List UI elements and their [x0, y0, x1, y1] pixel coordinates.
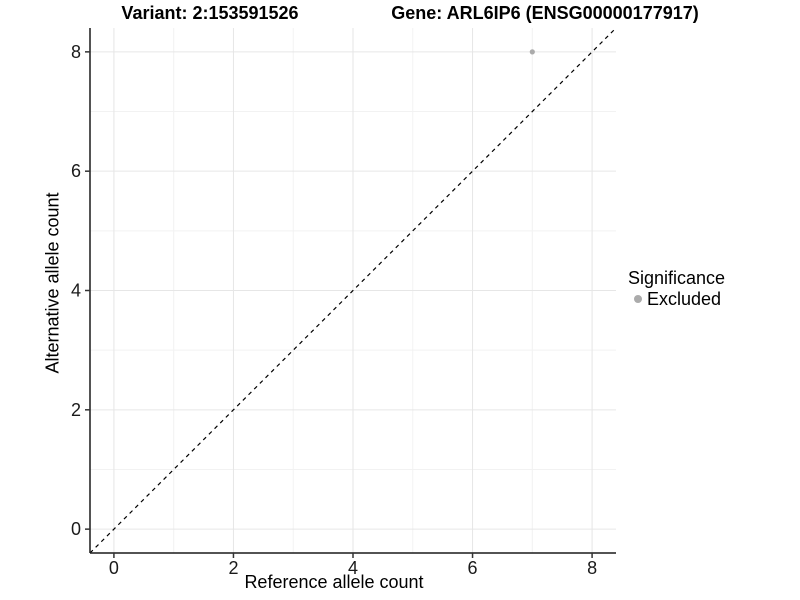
plot-title-gene: Gene: ARL6IP6 (ENSG00000177917) [391, 3, 699, 23]
y-axis-title: Alternative allele count [42, 192, 63, 374]
identity-line [89, 27, 617, 554]
y-tick-label: 0 [71, 519, 81, 539]
x-axis-title: Reference allele count [244, 572, 424, 592]
y-tick-label: 8 [71, 42, 81, 62]
x-tick-label: 2 [228, 558, 238, 578]
x-tick-label: 4 [348, 558, 358, 578]
y-tick-label: 2 [71, 400, 81, 420]
x-tick-label: 8 [587, 558, 597, 578]
legend-item-label: Excluded [647, 289, 722, 309]
legend: Significance Excluded [628, 268, 725, 309]
x-tick-label: 6 [468, 558, 478, 578]
y-tick-label: 4 [71, 281, 81, 301]
legend-title: Significance [628, 268, 726, 288]
legend-point-icon [634, 295, 642, 303]
data-point [529, 49, 535, 55]
plot-title-variant: Variant: 2:153591526 [121, 3, 299, 23]
x-tick-label: 0 [109, 558, 119, 578]
legend-item-excluded: Excluded [628, 289, 725, 309]
y-tick-label: 6 [71, 161, 81, 181]
